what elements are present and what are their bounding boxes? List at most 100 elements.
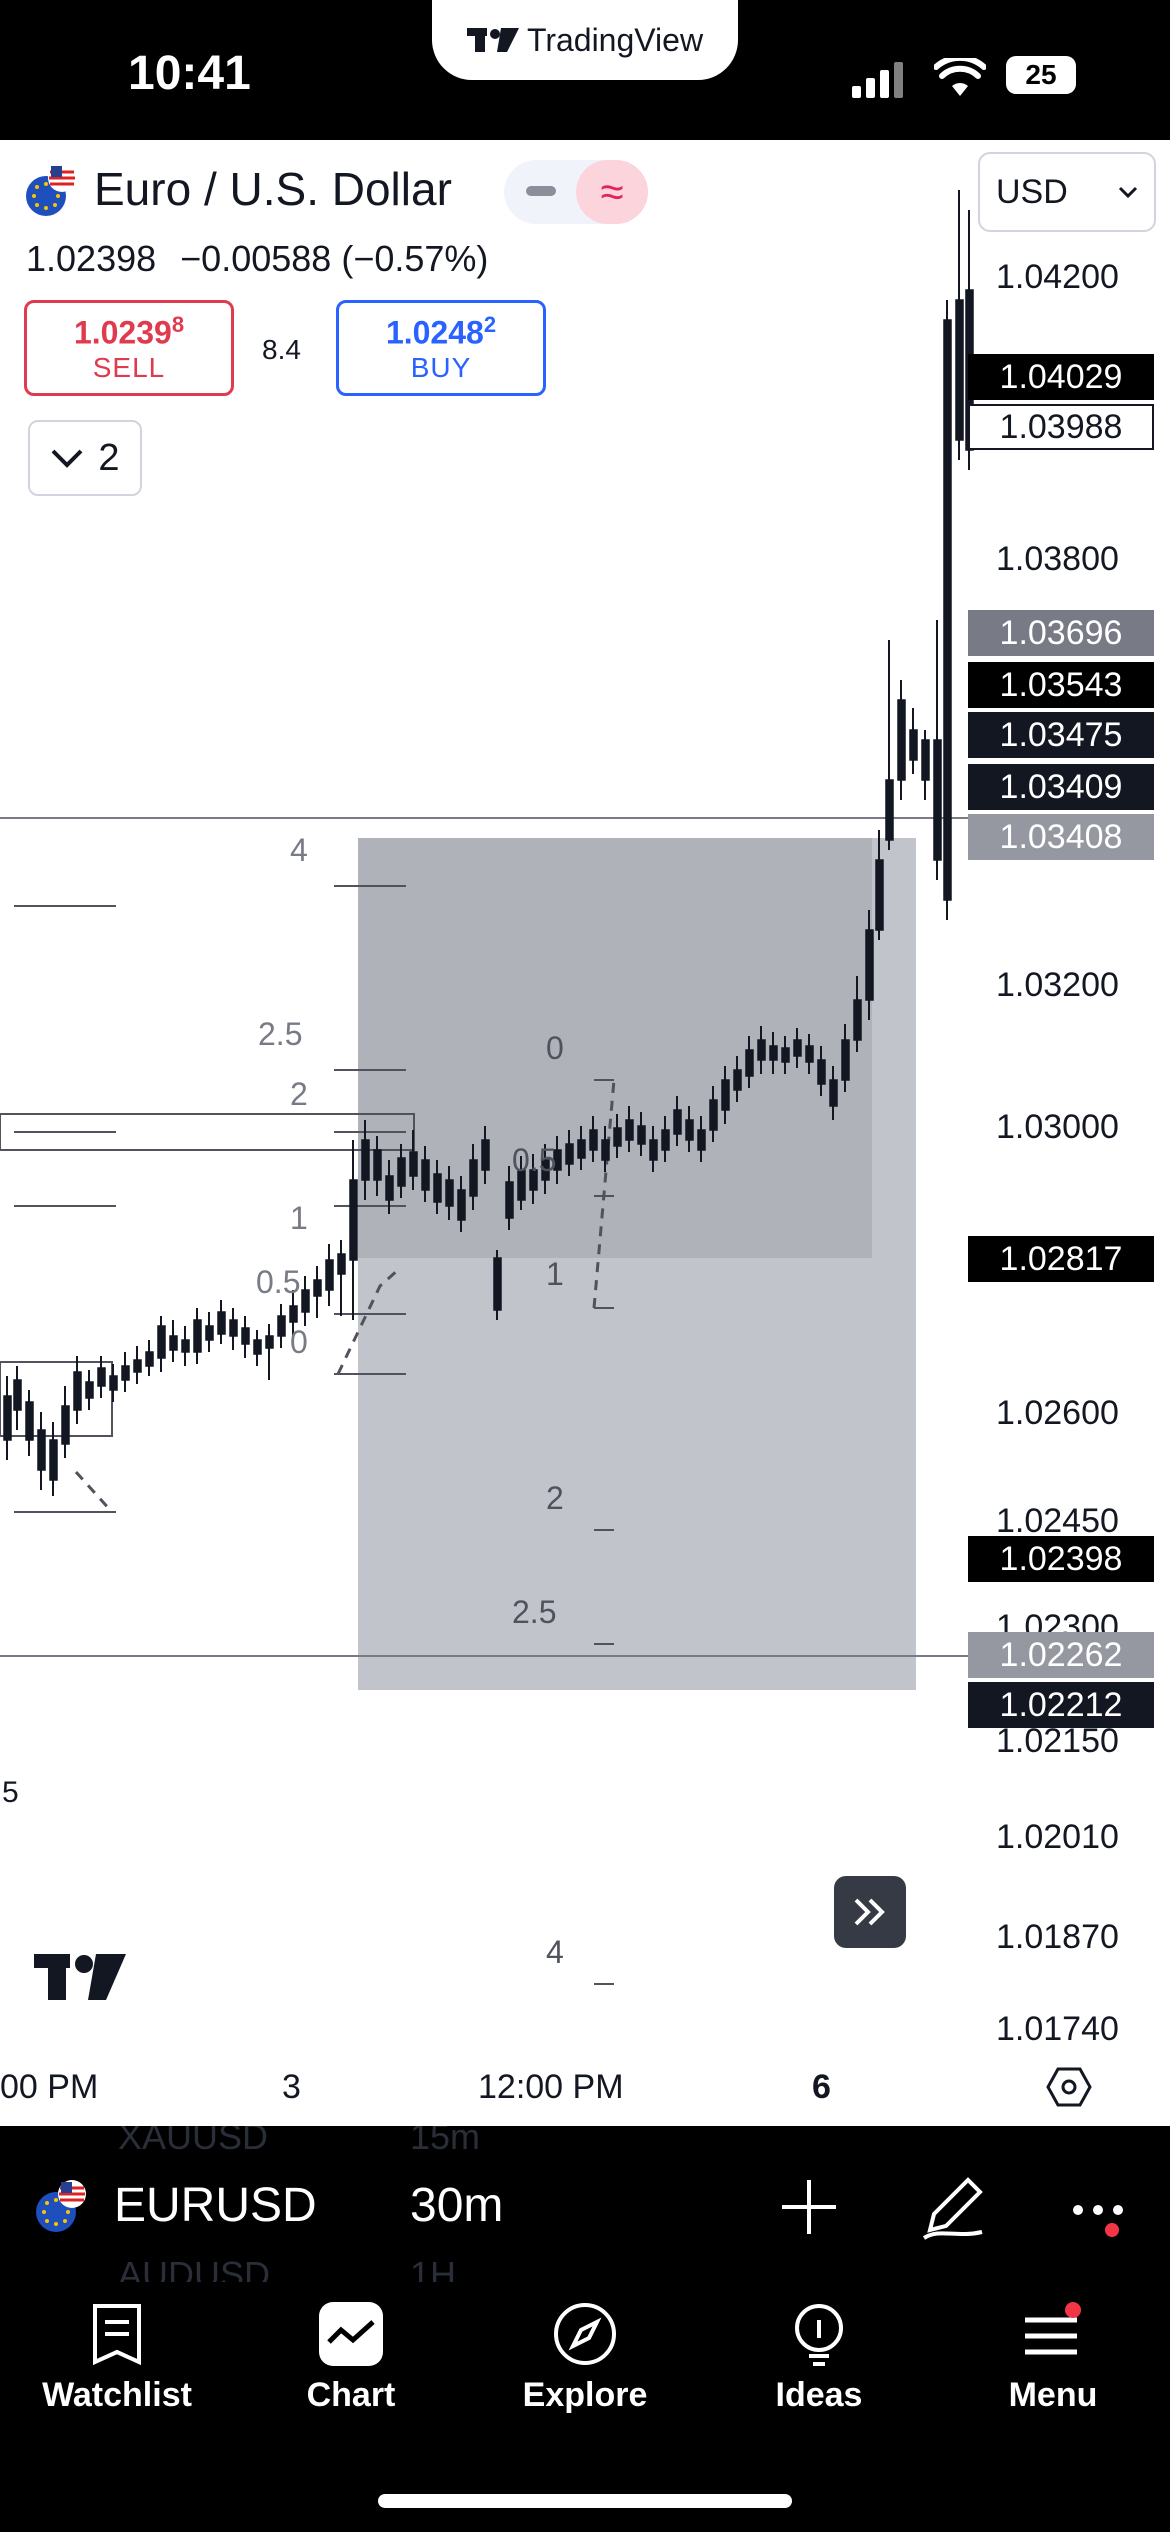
candle-body xyxy=(157,1325,166,1359)
candle-body xyxy=(865,929,874,1001)
tab-menu[interactable]: Menu xyxy=(936,2302,1170,2415)
sell-button[interactable]: 1.02398 SELL xyxy=(24,300,234,396)
tab-label: Ideas xyxy=(775,2376,863,2414)
candle-body xyxy=(205,1325,214,1341)
price-label: 1.03408 xyxy=(968,814,1154,860)
candle-body xyxy=(325,1259,334,1291)
price-change: −0.00588 xyxy=(180,238,332,279)
candle-body xyxy=(85,1381,94,1399)
ghost-symbol-below: AUDUSD xyxy=(118,2254,271,2282)
candle-body xyxy=(13,1379,22,1411)
tab-watchlist[interactable]: Watchlist xyxy=(0,2302,234,2415)
double-chevron-right-icon xyxy=(854,1898,885,1926)
candle-body xyxy=(481,1139,490,1171)
candle-body xyxy=(421,1159,430,1191)
scroll-to-realtime-button[interactable] xyxy=(834,1876,906,1948)
fib-right-1: 1 xyxy=(546,1256,564,1292)
candle-body xyxy=(721,1079,730,1111)
tab-chart[interactable]: Chart xyxy=(234,2302,468,2415)
candle-body xyxy=(757,1039,766,1061)
fib-right-4: 4 xyxy=(546,1934,564,1970)
candle-body xyxy=(109,1375,118,1391)
candlestick-series xyxy=(3,190,974,1496)
candle-body xyxy=(853,999,862,1041)
candle-body xyxy=(661,1129,670,1151)
candle-body xyxy=(649,1139,658,1161)
candle-body xyxy=(745,1049,754,1077)
chart-settings-icon[interactable] xyxy=(1046,2066,1092,2108)
candle-body xyxy=(769,1045,778,1061)
buy-button[interactable]: 1.02482 BUY xyxy=(336,300,546,396)
chart-canvas[interactable] xyxy=(0,140,1170,2126)
drawing-pen-icon[interactable] xyxy=(920,2172,986,2242)
menu-icon xyxy=(1025,2302,1081,2355)
candle-body xyxy=(817,1059,826,1085)
candle-body xyxy=(277,1315,286,1337)
chart-style-toggle[interactable]: ≈ xyxy=(504,160,648,224)
candle-body xyxy=(229,1319,238,1337)
symbol-picker[interactable]: EURUSD xyxy=(114,2179,317,2232)
signal-icon xyxy=(852,62,903,98)
ghost-interval-below: 1H xyxy=(410,2254,457,2282)
symbol-title[interactable]: Euro / U.S. Dollar xyxy=(94,163,452,215)
candle-body xyxy=(505,1181,514,1219)
candle-body xyxy=(265,1335,274,1349)
fib-dashed-bottom xyxy=(74,1470,114,1514)
price-label: 1.02398 xyxy=(968,1536,1154,1582)
price-tick: 1.01870 xyxy=(996,1918,1119,1956)
symbol-bar: XAUUSD 15m AUDUSD 1H EURUSD 30m xyxy=(0,2126,1170,2282)
indicators-count: 2 xyxy=(98,436,120,479)
candle-body xyxy=(361,1139,370,1181)
price-label: 1.02262 xyxy=(968,1632,1154,1678)
bottom-tab-bar: Watchlist Chart Explore Ideas Menu xyxy=(0,2282,1170,2532)
candle-body xyxy=(909,729,918,761)
tab-explore[interactable]: Explore xyxy=(468,2302,702,2415)
sell-price: 1.02398 xyxy=(73,312,185,351)
candle-body xyxy=(841,1039,850,1081)
price-tick: 1.04200 xyxy=(996,258,1119,296)
tradingview-watermark-icon[interactable] xyxy=(34,1954,126,2002)
tab-label: Menu xyxy=(1008,2376,1098,2414)
candle-body xyxy=(673,1109,682,1135)
fib-dashed-left xyxy=(336,1268,399,1375)
currency-select[interactable]: USD xyxy=(978,152,1156,232)
tab-ideas[interactable]: Ideas xyxy=(702,2302,936,2415)
fib-left-0: 0 xyxy=(290,1324,308,1360)
candle-body xyxy=(875,859,884,931)
fib-left-2: 2 xyxy=(290,1076,308,1112)
fib-right-0: 0 xyxy=(546,1030,564,1066)
candle-body xyxy=(589,1129,598,1151)
price-tick: 1.02010 xyxy=(996,1818,1119,1856)
home-indicator xyxy=(378,2494,792,2508)
candle-body xyxy=(121,1365,130,1381)
fib-left-1: 1 xyxy=(290,1200,308,1236)
candle-body xyxy=(613,1127,622,1147)
wave-icon[interactable]: ≈ xyxy=(576,160,648,224)
tab-label: Chart xyxy=(306,2376,396,2414)
tab-label: Watchlist xyxy=(42,2376,192,2414)
eurusd-flag-icon xyxy=(26,164,76,216)
fib-right-0-5: 0.5 xyxy=(512,1142,557,1178)
candle-body xyxy=(577,1139,586,1159)
candle-body xyxy=(409,1151,418,1177)
price-tick: 1.02600 xyxy=(996,1394,1119,1432)
candle-body xyxy=(61,1405,70,1445)
candle-body xyxy=(313,1279,322,1297)
more-icon[interactable] xyxy=(1070,2196,1130,2238)
add-icon[interactable] xyxy=(780,2178,838,2236)
sell-label: SELL xyxy=(92,351,166,383)
candle-body xyxy=(955,299,964,441)
fib-lines-left xyxy=(14,885,406,1513)
chevron-down-icon xyxy=(1118,186,1138,199)
interval-picker[interactable]: 30m xyxy=(410,2179,504,2232)
candle-body xyxy=(541,1159,550,1181)
candle-body xyxy=(637,1125,646,1145)
minus-icon[interactable] xyxy=(526,186,556,196)
lightbulb-icon xyxy=(795,2304,843,2366)
price-label: 1.03409 xyxy=(968,764,1154,810)
candle-body xyxy=(943,319,952,901)
position-loss-zone xyxy=(358,1258,916,1690)
candle-body xyxy=(921,739,930,781)
indicators-collapse-button[interactable]: 2 xyxy=(28,420,142,496)
candle-body xyxy=(933,739,942,861)
